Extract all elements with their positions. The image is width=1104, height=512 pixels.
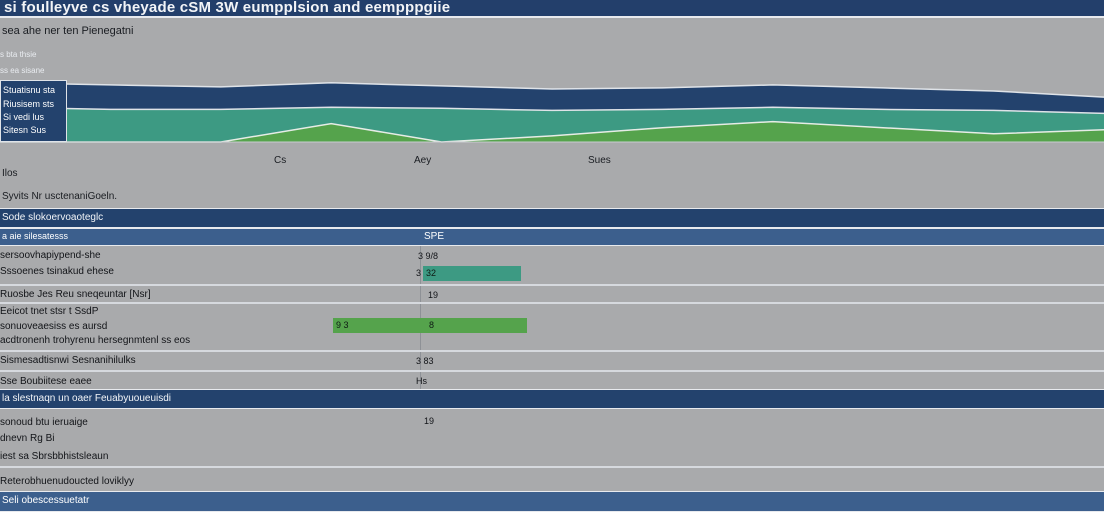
table-row-label[interactable]: Sssoenes tsinakud ehese bbox=[0, 266, 114, 277]
table-row-label[interactable]: acdtronenh trohyrenu hersegnmtenl ss eos bbox=[0, 335, 191, 346]
list-item[interactable]: Reterobhuenudoucted loviklyy bbox=[0, 476, 134, 487]
table-row-value: 19 bbox=[428, 290, 439, 300]
footer-label: Seli obescessuetatr bbox=[2, 495, 90, 506]
list-item[interactable]: iest sa Sbrsbbhistsleaun bbox=[0, 451, 109, 462]
header-value: SPE bbox=[424, 231, 445, 242]
series-line-teal bbox=[0, 106, 1104, 115]
area-series-green bbox=[0, 121, 1104, 142]
row-separator bbox=[0, 350, 1104, 352]
chart-note: Ilos bbox=[2, 168, 18, 179]
table-row-value: 3 bbox=[416, 268, 422, 278]
table-row-label[interactable]: sersoovhapiypend-she bbox=[0, 250, 101, 261]
bar-value: 8 bbox=[429, 320, 435, 330]
table-header: a aie silesatesss SPE bbox=[0, 228, 1104, 246]
row-separator bbox=[0, 284, 1104, 286]
table-row-value: 3 9/8 bbox=[418, 251, 439, 261]
footer-bar: Seli obescessuetatr bbox=[0, 491, 1104, 512]
series-line-navy bbox=[0, 82, 1104, 98]
header-label: a aie silesatesss bbox=[2, 231, 69, 241]
list-item[interactable]: sonoud btu ieruaige bbox=[0, 417, 88, 428]
value-bar: 9 3 8 bbox=[333, 318, 527, 333]
section-value: 19 bbox=[424, 416, 435, 426]
series-panel-item: Riusisem sts bbox=[3, 99, 55, 109]
table-row-label[interactable]: Ruosbe Jes Reu sneqeuntar [Nsr] bbox=[0, 289, 151, 300]
row-separator bbox=[0, 466, 1104, 468]
legend-item-1: s bta thsie bbox=[0, 50, 37, 59]
area-chart bbox=[0, 40, 1104, 143]
series-panel-item: Sitesn Sus bbox=[3, 125, 47, 135]
bar-label: 32 bbox=[426, 268, 437, 278]
chart-note: Syvits Nr usctenaniGoeln. bbox=[2, 191, 118, 202]
title-bar: si foulleyve cs vheyade cSM 3W eumpplsio… bbox=[0, 0, 1104, 18]
series-panel-item: Si vedi lus bbox=[3, 112, 45, 122]
series-panel-item: Stuatisnu sta bbox=[3, 85, 56, 95]
row-separator bbox=[0, 370, 1104, 372]
section-title: la slestnaqn un oaer Feuabyuoueuisdi bbox=[2, 393, 172, 404]
table-row-label[interactable]: Sismesadtisnwi Sesnanihilulks bbox=[0, 355, 136, 366]
x-tick-label: Aey bbox=[414, 155, 432, 166]
series-panel: Stuatisnu sta Riusisem sts Si vedi lus S… bbox=[0, 80, 67, 142]
table-row-value: Hs bbox=[416, 376, 427, 386]
row-separator bbox=[0, 302, 1104, 304]
list-item[interactable]: dnevn Rg Bi bbox=[0, 433, 55, 444]
chart-subtitle: sea ahe ner ten Pienegatni bbox=[2, 25, 134, 37]
value-bar: 32 bbox=[423, 266, 521, 281]
app-title: si foulleyve cs vheyade cSM 3W eumpplsio… bbox=[4, 0, 451, 16]
section-band: la slestnaqn un oaer Feuabyuoueuisdi bbox=[0, 389, 1104, 409]
legend-item-2: ss ea sisane bbox=[0, 66, 45, 75]
section-title: Sode slokoervoaoteglc bbox=[2, 212, 104, 223]
x-tick-label: Cs bbox=[274, 155, 287, 166]
table-row-label[interactable]: Sse Boubiitese eaee bbox=[0, 376, 92, 387]
section-band: Sode slokoervoaoteglc bbox=[0, 208, 1104, 228]
table-row-value: 3 83 bbox=[416, 356, 434, 366]
table-row-label[interactable]: sonuoveaesiss es aursd bbox=[0, 321, 108, 332]
bar-label: 9 3 bbox=[336, 320, 349, 330]
x-tick-label: Sues bbox=[588, 155, 611, 166]
table-row-label[interactable]: Eeicot tnet stsr t SsdP bbox=[0, 306, 99, 317]
